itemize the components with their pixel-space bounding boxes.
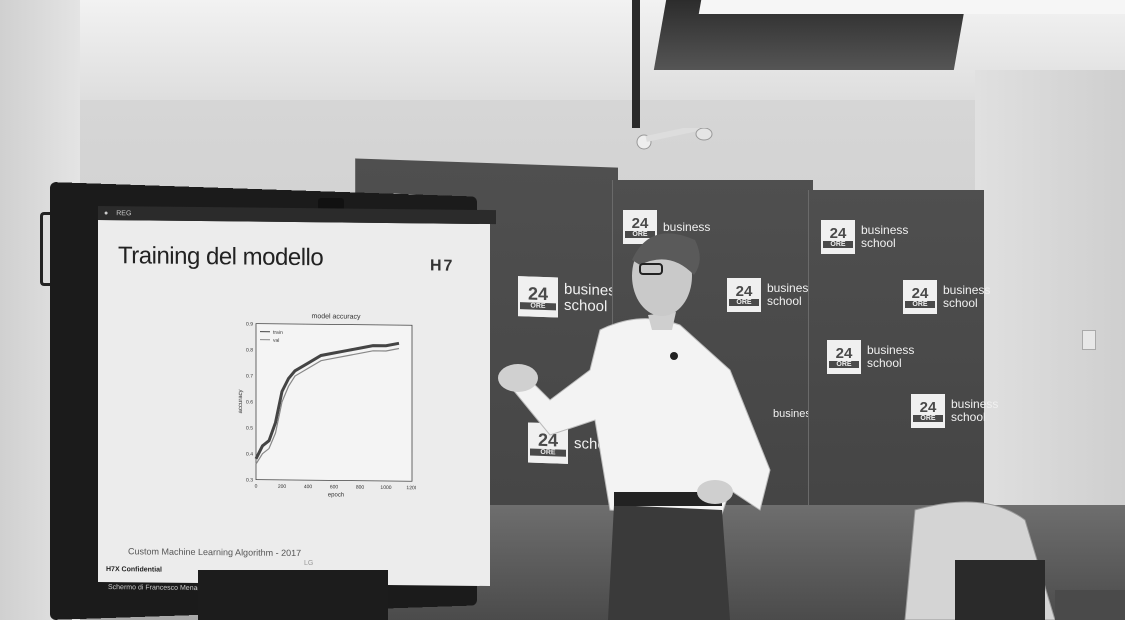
logo-line2: school	[867, 356, 902, 370]
right-wall	[975, 70, 1125, 540]
backdrop-panel-3: 24 ORE business school 24 ORE business schoo…	[808, 190, 998, 525]
screen-credit: Schermo di Francesco Menagen	[108, 584, 210, 593]
y-tick-label: 0.7	[246, 373, 253, 379]
lower-hand	[697, 480, 733, 504]
presenter	[498, 233, 771, 620]
screen-taskbar: ● REG	[98, 205, 496, 225]
logo-line1: business	[943, 283, 991, 297]
glasses-icon	[639, 263, 663, 275]
y-tick-label: 0.6	[246, 399, 253, 405]
monitor-brand: LG	[304, 560, 314, 567]
x-axis-label: epoch	[328, 492, 344, 498]
logo-line1: business	[867, 343, 915, 357]
confidential-label: H7X Confidential	[106, 566, 163, 574]
chair-with-jacket	[904, 501, 1125, 620]
logo-line1: business	[773, 408, 817, 420]
x-tick-label: 800	[356, 485, 365, 491]
raised-hand	[498, 364, 538, 392]
trousers	[608, 505, 730, 620]
monitor-screen: ● REG Training del modello H7 model accu…	[98, 205, 496, 592]
x-tick-label: 1200	[406, 485, 416, 491]
backdrop-logo: 24 ORE business school	[821, 220, 908, 254]
chair-back	[955, 560, 1045, 620]
legend-entry: val	[273, 338, 279, 344]
logo-sub: ORE	[823, 241, 853, 248]
legend-entry: train	[273, 330, 283, 336]
x-tick-label: 200	[278, 484, 287, 490]
x-tick-label: 0	[255, 484, 258, 490]
logo-number: 24	[631, 215, 649, 232]
projector-pole	[632, 0, 640, 128]
projector-icon	[636, 128, 713, 150]
webcam-icon	[318, 198, 344, 210]
lapel-mic-icon	[670, 352, 678, 360]
slide-footer: Custom Machine Learning Algorithm - 2017	[128, 546, 302, 559]
accuracy-chart: model accuracy 0.3 0.4 0.5 0.6 0.7 0.8 0.9 0 200…	[238, 313, 416, 498]
x-tick-label: 400	[304, 484, 313, 490]
logo-sub: ORE	[829, 361, 859, 368]
x-tick-label: 600	[330, 484, 339, 490]
logo-line1: business	[951, 397, 999, 411]
wall-socket	[1082, 330, 1096, 350]
y-axis-label: accuracy	[238, 389, 244, 413]
logo-line2: school	[943, 296, 978, 310]
logo-line1: business	[767, 281, 815, 295]
logo-sub: ORE	[625, 231, 655, 238]
logo-line2: school	[861, 236, 896, 250]
y-tick-label: 0.4	[246, 451, 253, 457]
plot-area	[255, 323, 413, 482]
logo-number: 24	[835, 345, 853, 362]
backdrop-logo: 24 ORE business school	[911, 394, 998, 428]
neck	[648, 312, 676, 330]
belt	[614, 492, 722, 506]
table-edge	[1055, 590, 1125, 620]
window-icon: ●	[104, 209, 109, 217]
ceiling-light-strip	[698, 0, 1125, 14]
y-tick-label: 0.5	[246, 425, 253, 431]
backdrop-logo: 24 ORE business school	[903, 280, 990, 314]
logo-sub: ORE	[729, 299, 759, 306]
y-tick-label: 0.8	[246, 347, 253, 353]
brand-logo: H7	[430, 257, 455, 275]
taskbar-label: REG	[116, 209, 132, 217]
y-tick-label: 0.9	[246, 321, 253, 327]
slide-title: Training del modello	[118, 242, 324, 272]
series-line-train	[254, 341, 400, 460]
series-line-val	[255, 347, 400, 465]
hair	[632, 233, 700, 275]
logo-number: 24	[919, 399, 937, 416]
logo-number: 24	[735, 283, 753, 300]
logo-number: 24	[829, 225, 847, 242]
backdrop-logo: business	[773, 408, 816, 421]
y-tick-label: 0.3	[246, 477, 253, 483]
monitor-handle	[40, 212, 55, 286]
logo-line1: business	[663, 219, 711, 234]
backdrop-logo: 24 ORE business school	[727, 278, 814, 312]
chart-title: model accuracy	[311, 313, 361, 321]
monitor-stand	[198, 570, 388, 620]
logo-line2: school	[767, 294, 802, 308]
logo-sub: ORE	[913, 415, 943, 422]
logo-sub: ORE	[905, 301, 935, 308]
x-tick-label: 1000	[380, 485, 391, 491]
logo-line2: school	[951, 410, 986, 424]
logo-number: 24	[911, 285, 929, 302]
logo-line1: business	[861, 223, 909, 237]
backdrop-logo: 24 ORE business school	[827, 340, 914, 374]
